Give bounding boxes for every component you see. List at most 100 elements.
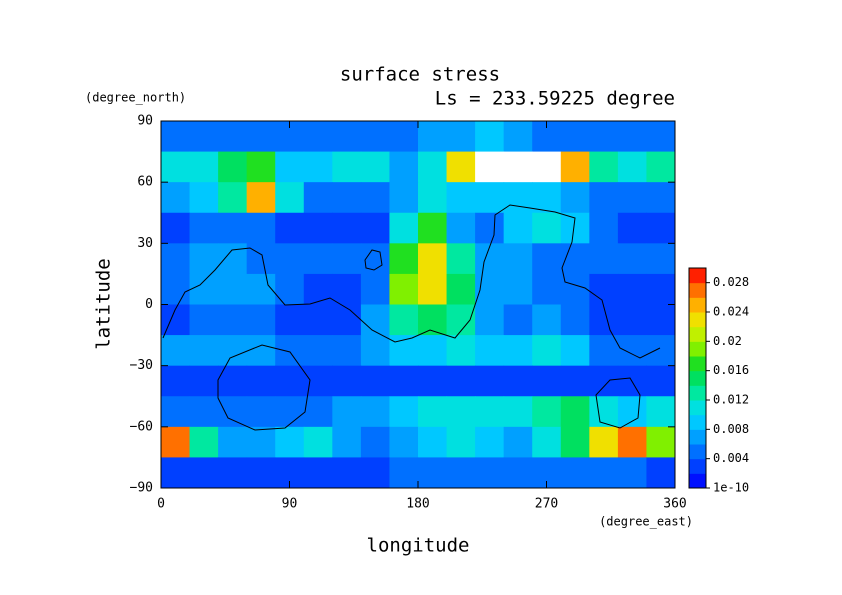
cell [218,182,248,214]
cell [503,335,533,367]
colorbar: 1e-10 0.004 0.008 0.012 0.016 0.02 0.024 0.028 [688,267,749,495]
colorbar-tick-label: 0.028 [713,275,749,289]
cell [418,243,448,275]
cell [303,335,333,367]
cell [475,243,505,275]
cell [503,365,533,397]
cell [532,396,562,428]
cell [275,151,305,183]
cell [389,365,419,397]
cell [275,335,305,367]
cell [332,304,362,336]
cell [161,212,191,244]
y-tick-label: 30 [137,236,153,251]
cell [189,365,219,397]
y-tick-label: 60 [137,175,153,190]
cell [360,151,390,183]
chart-subtitle: Ls = 233.59225 degree [435,88,675,110]
cell [560,182,590,214]
cell [389,182,419,214]
cell [303,304,333,336]
cell [189,304,219,336]
y-tick-label: −90 [130,481,153,496]
cell [560,304,590,336]
colorbar-swatch [689,268,706,284]
cell [332,457,362,489]
colorbar-tick-label: 0.008 [713,422,749,436]
cell [475,121,505,153]
cell [218,212,248,244]
cell [303,212,333,244]
colorbar-swatch [689,444,706,460]
cell [360,335,390,367]
cell [218,457,248,489]
cell [303,121,333,153]
cell [589,182,619,214]
cell [475,396,505,428]
cell [532,243,562,275]
cell [303,273,333,305]
cell [503,151,533,183]
cell [389,243,419,275]
cell [360,121,390,153]
cell [246,335,276,367]
cell [560,335,590,367]
cell [161,273,191,305]
cell [303,396,333,428]
cell [617,304,647,336]
cell [275,182,305,214]
cell [646,335,676,367]
cell [360,304,390,336]
cell [446,457,476,489]
cell [589,426,619,458]
cell [418,365,448,397]
y-unit: (degree_north) [85,91,186,105]
cell [360,365,390,397]
cell [475,426,505,458]
cell [589,457,619,489]
cell [189,426,219,458]
cell [617,182,647,214]
colorbar-swatch [689,297,706,313]
colorbar-tick-label: 0.016 [713,363,749,377]
cell [418,335,448,367]
cell [646,396,676,428]
cell [218,304,248,336]
cell [589,151,619,183]
cell [646,365,676,397]
y-tick-label: 90 [137,114,153,129]
cell [246,304,276,336]
cell [246,365,276,397]
cell [418,182,448,214]
cell [560,396,590,428]
cell [246,151,276,183]
colorbar-swatch [689,312,706,328]
cell [646,151,676,183]
cell [389,304,419,336]
cell [589,396,619,428]
contours [162,204,661,431]
x-tick-label: 90 [282,497,298,512]
colorbar-tick-label: 0.004 [713,451,749,465]
cell [189,121,219,153]
colorbar-tick-label: 1e-10 [713,481,749,495]
cell [275,426,305,458]
cell [189,151,219,183]
cell [532,335,562,367]
x-tick-label: 270 [535,497,558,512]
cell [246,212,276,244]
cell [303,243,333,275]
colorbar-frame [688,267,707,489]
x-tick-label: 360 [663,497,686,512]
cell [275,396,305,428]
cell [617,243,647,275]
cell [360,182,390,214]
cell [189,273,219,305]
cell [418,212,448,244]
cell [589,273,619,305]
cell [161,121,191,153]
cell [275,273,305,305]
cell [617,273,647,305]
cell [218,365,248,397]
colorbar-swatch [689,356,706,372]
